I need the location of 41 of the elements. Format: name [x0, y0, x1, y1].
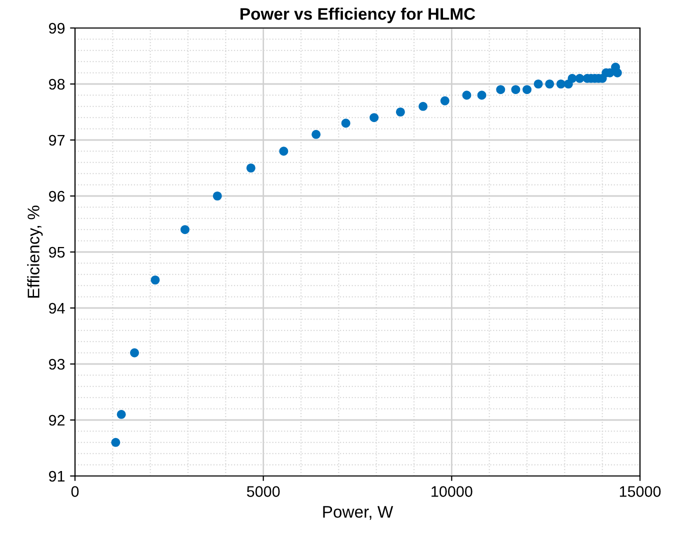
y-tick-label: 92	[49, 414, 65, 426]
point	[477, 90, 486, 100]
y-tick-label: 99	[49, 22, 65, 34]
x-tick-label: 0	[71, 486, 79, 497]
point	[556, 79, 566, 89]
point	[534, 79, 543, 89]
y-tick-label: 95	[49, 246, 65, 258]
point	[418, 102, 428, 111]
point	[111, 438, 120, 447]
point	[130, 348, 140, 358]
y-tick-label: 98	[49, 78, 65, 90]
x-tick-label: 10000	[432, 486, 472, 497]
y-tick-label: 93	[49, 358, 65, 370]
point	[440, 96, 450, 106]
point	[612, 68, 622, 78]
point	[575, 74, 584, 83]
point	[496, 85, 506, 94]
point	[462, 90, 472, 100]
y-tick-label: 96	[49, 190, 65, 202]
point	[396, 107, 405, 117]
point	[150, 275, 160, 285]
point	[545, 79, 554, 89]
y-tick-label: 94	[49, 302, 65, 314]
point	[312, 130, 321, 139]
point	[116, 410, 126, 419]
y-axis-title: Efficiency, %	[27, 206, 43, 298]
point	[212, 191, 222, 201]
y-tick-label: 91	[49, 470, 65, 482]
x-axis-title: Power, W	[323, 506, 394, 520]
point	[180, 225, 190, 234]
point	[522, 85, 532, 94]
point	[246, 163, 256, 173]
y-tick-label: 97	[49, 134, 65, 146]
point	[568, 74, 577, 83]
x-tick-label: 5000	[246, 486, 280, 497]
point	[370, 113, 379, 122]
point	[279, 146, 288, 156]
x-tick-label: 15000	[620, 486, 661, 497]
point	[341, 118, 350, 128]
chart-title: Power vs Efficiency for HLMC	[240, 8, 476, 24]
point	[511, 85, 520, 94]
